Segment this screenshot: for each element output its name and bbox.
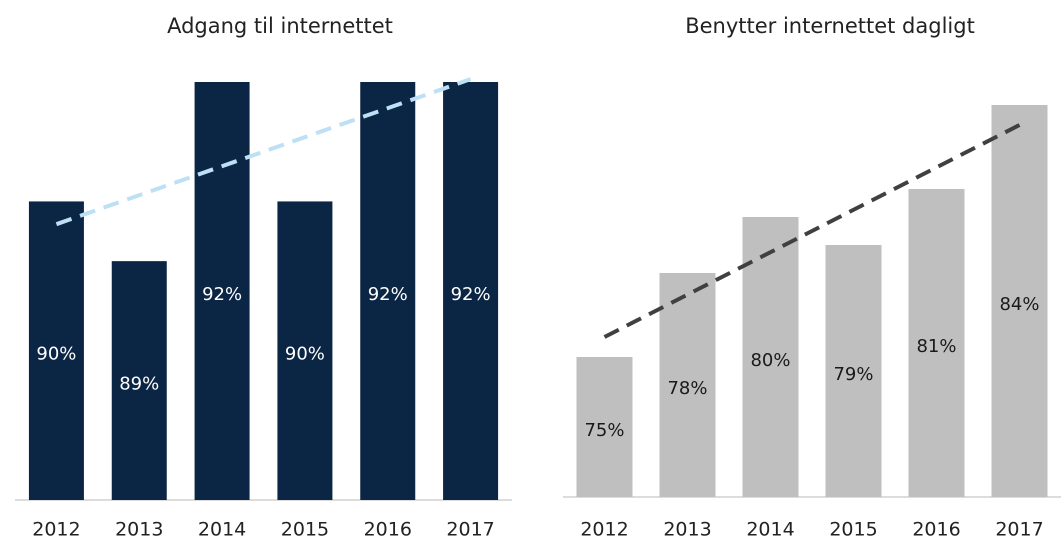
- value-label: 79%: [833, 364, 873, 385]
- value-label: 80%: [750, 350, 790, 371]
- bar: [443, 82, 499, 500]
- chart-title: Adgang til internettet: [167, 14, 393, 38]
- value-label: 90%: [36, 344, 76, 365]
- bar: [908, 189, 965, 497]
- value-label: 89%: [119, 374, 159, 395]
- bar: [991, 105, 1048, 497]
- x-tick-label: 2012: [580, 519, 628, 541]
- chart-title: Benytter internettet dagligt: [685, 14, 975, 38]
- x-tick-label: 2014: [746, 519, 794, 541]
- trendline: [603, 123, 1021, 339]
- value-label: 81%: [916, 336, 956, 357]
- value-label: 78%: [667, 378, 707, 399]
- bar: [825, 245, 882, 497]
- x-tick-label: 2015: [281, 519, 329, 541]
- value-label: 75%: [584, 420, 624, 441]
- value-label: 90%: [285, 344, 325, 365]
- x-tick-label: 2013: [663, 519, 711, 541]
- trendline: [55, 77, 472, 227]
- value-label: 84%: [999, 294, 1039, 315]
- x-tick-label: 2017: [446, 519, 494, 541]
- bar: [194, 82, 250, 500]
- x-tick-label: 2013: [115, 519, 163, 541]
- value-label: 92%: [202, 284, 242, 305]
- x-tick-label: 2014: [198, 519, 246, 541]
- x-tick-label: 2016: [364, 519, 412, 541]
- value-label: 92%: [368, 284, 408, 305]
- x-tick-label: 2012: [32, 519, 80, 541]
- bar: [277, 201, 333, 500]
- bar: [111, 261, 167, 500]
- value-label: 92%: [451, 284, 491, 305]
- x-tick-label: 2017: [995, 519, 1043, 541]
- bar: [659, 273, 716, 497]
- x-tick-label: 2016: [912, 519, 960, 541]
- bar: [28, 201, 84, 500]
- x-tick-label: 2015: [829, 519, 877, 541]
- bar: [360, 82, 416, 500]
- bar: [576, 357, 633, 497]
